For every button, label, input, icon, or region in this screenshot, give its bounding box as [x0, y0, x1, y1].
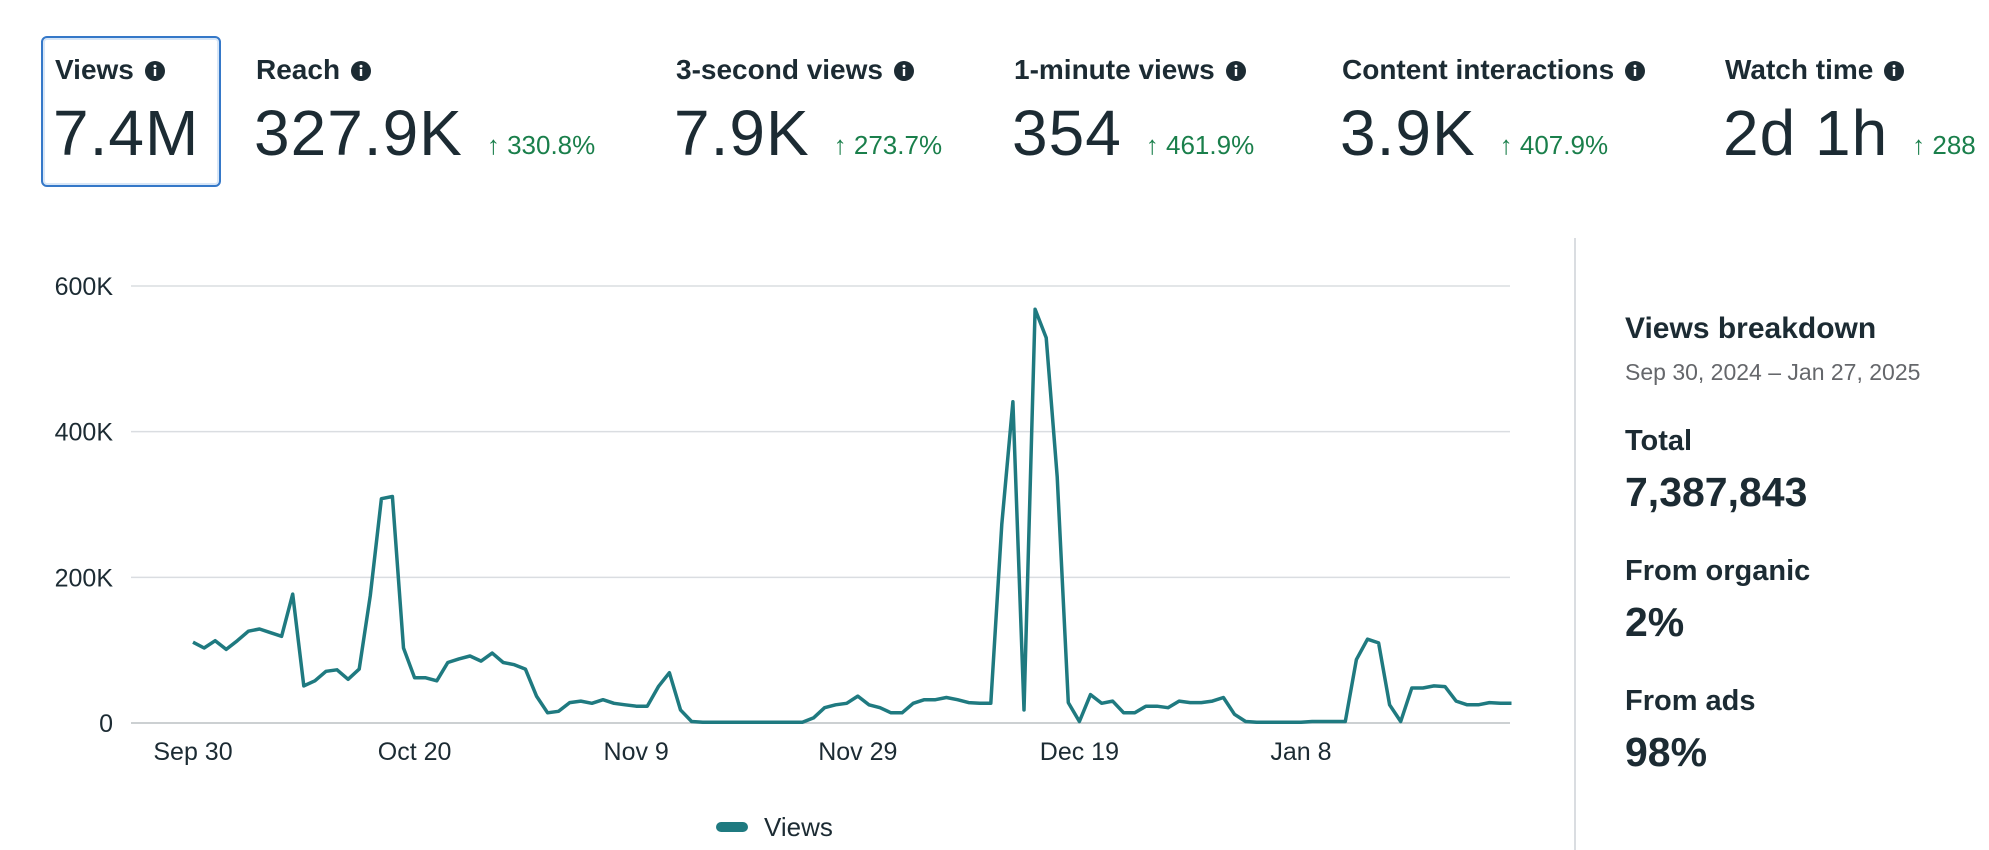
- x-tick-label: Nov 29: [818, 738, 897, 766]
- breakdown-title: Views breakdown: [1625, 312, 1877, 345]
- breakdown-label: From organic: [1625, 555, 1811, 587]
- x-tick-label: Dec 19: [1040, 738, 1119, 766]
- metric-change: ↑ 288: [1912, 130, 1976, 160]
- metric-change: ↑ 273.7%: [833, 130, 943, 160]
- y-tick-label: 600K: [55, 273, 114, 301]
- breakdown-value: 2%: [1625, 599, 1685, 645]
- selected-metric-box[interactable]: [41, 36, 221, 187]
- breakdown-label: From ads: [1625, 685, 1756, 717]
- info-icon[interactable]: [1624, 60, 1646, 82]
- metric-value: 3.9K: [1340, 97, 1476, 169]
- metric-label[interactable]: Views: [55, 54, 134, 85]
- metric-label[interactable]: 1-minute views: [1014, 54, 1215, 85]
- breakdown-date: Sep 30, 2024 – Jan 27, 2025: [1625, 359, 1921, 385]
- x-tick-label: Jan 8: [1270, 738, 1331, 766]
- breakdown-label: Total: [1625, 425, 1693, 457]
- metric-change: ↑ 407.9%: [1499, 130, 1609, 160]
- info-icon[interactable]: [893, 60, 915, 82]
- metric-label[interactable]: Reach: [256, 54, 341, 85]
- metric-change: ↑ 330.8%: [486, 130, 596, 160]
- metric-label[interactable]: Watch time: [1725, 54, 1874, 85]
- line-series: [192, 307, 1512, 725]
- metric-value: 327.9K: [254, 97, 463, 169]
- info-icon[interactable]: [350, 60, 372, 82]
- chart: 0 200K 400K 600K Sep 30 Oct 20 Nov 9 Nov 29 Dec …: [55, 273, 1512, 842]
- metric-label[interactable]: Content interactions: [1342, 54, 1615, 85]
- legend-label: Views: [764, 812, 833, 842]
- breakdown-value: 98%: [1625, 729, 1708, 775]
- info-icon[interactable]: [1225, 60, 1247, 82]
- legend-swatch: [716, 822, 748, 832]
- metric-label[interactable]: 3-second views: [676, 54, 883, 85]
- y-tick-label: 400K: [55, 419, 114, 447]
- info-icon[interactable]: [144, 60, 166, 82]
- metric-change: ↑ 461.9%: [1145, 130, 1255, 160]
- y-tick-label: 200K: [55, 564, 114, 592]
- x-tick-label: Nov 9: [604, 738, 669, 766]
- x-tick-label: Oct 20: [378, 738, 452, 766]
- divider: [1574, 238, 1576, 850]
- info-icon[interactable]: [1883, 60, 1905, 82]
- x-tick-label: Sep 30: [153, 738, 232, 766]
- y-tick-label: 0: [99, 710, 113, 738]
- metric-value: 2d 1h: [1723, 97, 1889, 169]
- metric-value: 7.4M: [53, 97, 200, 169]
- metric-value: 7.9K: [674, 97, 810, 169]
- breakdown-value: 7,387,843: [1625, 469, 1808, 515]
- metric-value: 354: [1012, 97, 1122, 169]
